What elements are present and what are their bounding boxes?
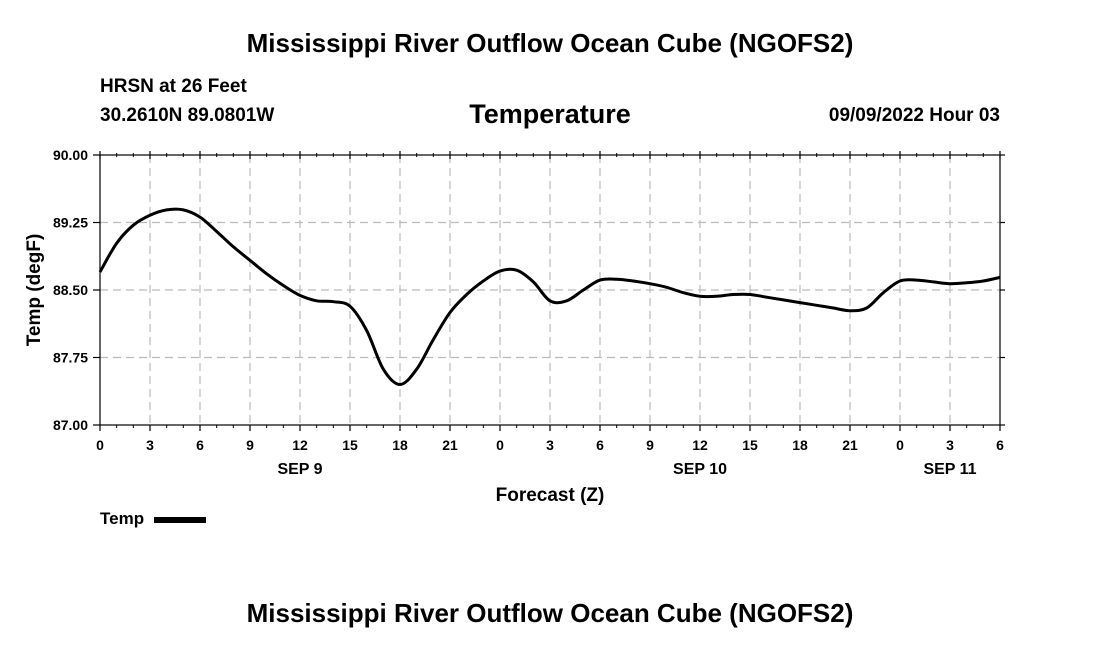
y-tick-label: 90.00 — [53, 147, 88, 163]
x-tick-label: 15 — [742, 437, 758, 453]
variable-title: Temperature — [469, 99, 631, 129]
grid-layer — [100, 155, 1000, 425]
x-tick-label: 6 — [996, 437, 1004, 453]
x-tick-label: 21 — [842, 437, 858, 453]
x-tick-label: 9 — [646, 437, 654, 453]
x-tick-label: 21 — [442, 437, 458, 453]
plot-frame — [99, 154, 1001, 426]
main-title: Mississippi River Outflow Ocean Cube (NG… — [246, 28, 854, 58]
x-tick-label: 15 — [342, 437, 358, 453]
x-tick-label: 12 — [692, 437, 708, 453]
legend: Temp — [100, 509, 207, 529]
x-tick-label: 3 — [146, 437, 154, 453]
station-label: HRSN at 26 Feet — [100, 76, 247, 97]
y-tick-label: 87.00 — [53, 417, 88, 433]
x-axis-title: Forecast (Z) — [496, 485, 605, 506]
coordinates-label: 30.2610N 89.0801W — [100, 105, 275, 126]
datetime-label: 09/09/2022 Hour 03 — [828, 105, 1000, 126]
legend-label: Temp — [100, 509, 145, 528]
line-layer — [98, 207, 1001, 386]
y-tick-label: 88.50 — [53, 282, 88, 298]
bottom-title: Mississippi River Outflow Ocean Cube (NG… — [246, 598, 854, 628]
x-tick-label: 9 — [246, 437, 254, 453]
day-label: SEP 9 — [277, 461, 322, 478]
x-tick-label: 18 — [792, 437, 808, 453]
x-tick-label: 3 — [946, 437, 954, 453]
x-tick-label: 3 — [546, 437, 554, 453]
day-label: SEP 10 — [673, 461, 727, 478]
y-tick-label: 89.25 — [53, 215, 88, 231]
tick-layer — [93, 151, 1005, 431]
y-axis-title: Temp (degF) — [24, 234, 45, 347]
x-tick-label: 6 — [196, 437, 204, 453]
legend-swatch — [154, 517, 207, 523]
x-tick-label: 0 — [96, 437, 104, 453]
x-tick-label: 0 — [896, 437, 904, 453]
x-tick-label: 0 — [496, 437, 504, 453]
temp-series-line — [98, 207, 1001, 386]
y-tick-label: 87.75 — [53, 350, 88, 366]
x-tick-label: 12 — [292, 437, 308, 453]
x-tick-label: 6 — [596, 437, 604, 453]
x-tick-label: 18 — [392, 437, 408, 453]
day-label: SEP 11 — [923, 461, 976, 478]
label-layer: 87.00 87.75 88.50 89.25 90.00 0 3 6 9 12 15 18 21 0 3 6… — [53, 147, 1004, 478]
